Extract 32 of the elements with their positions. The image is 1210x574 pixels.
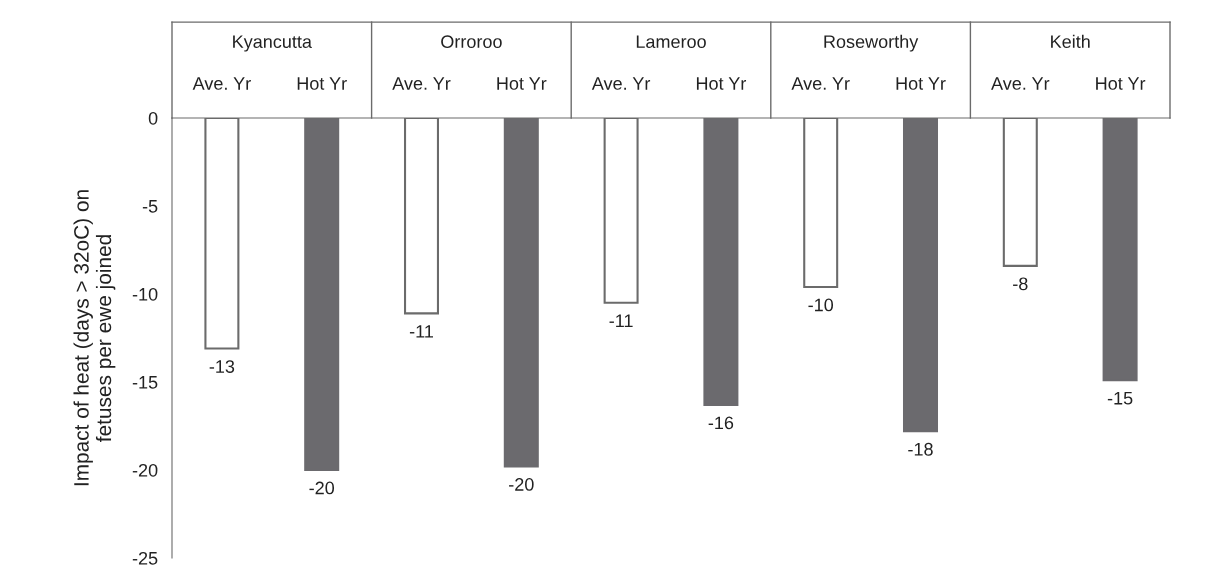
text: Ave. Yr	[791, 77, 850, 90]
y-tick-label: -15	[132, 376, 158, 389]
data-label: -18	[908, 442, 933, 456]
y-tick-label: -10	[132, 287, 158, 301]
x-tick-label: Kyancutta	[233, 35, 312, 52]
text: Hot Yr	[297, 77, 347, 90]
text: Ave. Yr	[591, 77, 651, 90]
text: Ave. Yr	[991, 77, 1050, 90]
series-label: Hot Yr	[696, 77, 747, 90]
y-tick-label: -20	[132, 463, 158, 477]
x-tick-label: Lameroo	[636, 35, 706, 49]
data-label: -10	[808, 298, 834, 312]
data-label: -20	[509, 478, 534, 491]
text: Hot Yr	[896, 77, 946, 90]
x-tick-label: Keith	[1051, 34, 1090, 49]
text: Hot Yr	[1096, 77, 1146, 90]
data-label: -16	[708, 416, 734, 430]
y-tick-label: 0	[148, 111, 158, 125]
x-tick-label: Roseworthy	[824, 34, 919, 52]
data-label: -11	[609, 314, 633, 327]
data-label: -13	[209, 360, 235, 373]
y-tick-label: -5	[142, 200, 158, 213]
text: Hot Yr	[497, 77, 547, 90]
series-label: Ave. Yr	[192, 77, 251, 90]
data-label: -15	[1107, 392, 1133, 405]
y-axis-title: Impact of heat (days > 32oC) on fetuses per ewe joined	[73, 190, 116, 486]
y-tick-label: -25	[132, 551, 158, 565]
text: Ave. Yr	[392, 77, 451, 90]
data-label: -8	[1013, 277, 1028, 291]
data-label: -20	[309, 481, 335, 495]
data-label: -11	[409, 325, 433, 338]
x-tick-label: Orroroo	[441, 35, 502, 49]
